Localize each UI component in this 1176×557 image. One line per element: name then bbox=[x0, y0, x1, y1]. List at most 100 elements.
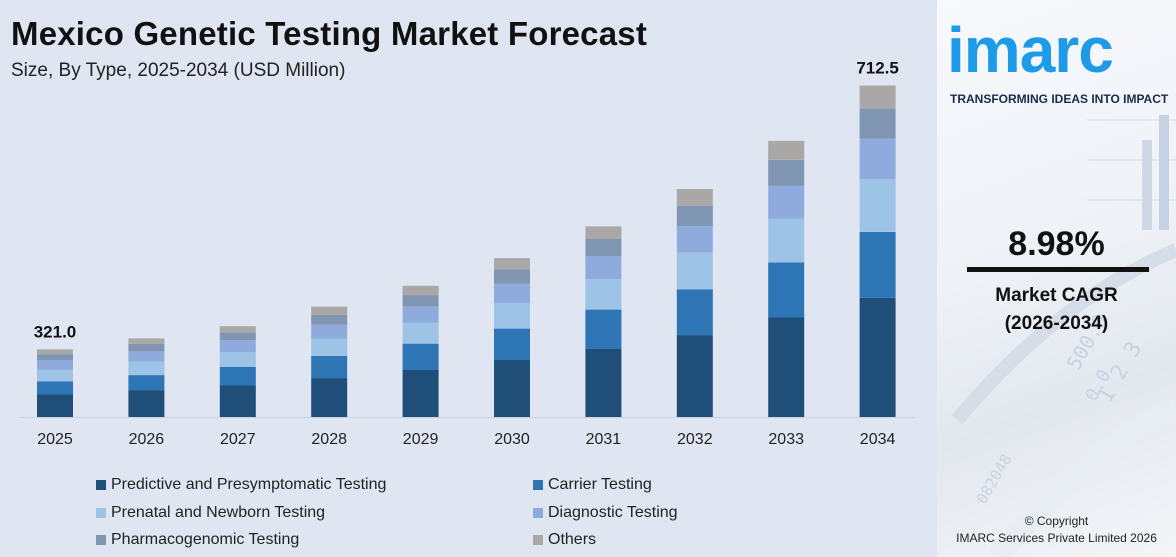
bar-segment bbox=[37, 349, 73, 355]
bar-segment bbox=[859, 178, 896, 232]
bar-segment bbox=[585, 349, 622, 417]
bar-segment bbox=[219, 352, 256, 367]
x-tick-label: 2028 bbox=[311, 431, 347, 448]
legend-item: Diagnostic Testing bbox=[533, 504, 678, 522]
bar-segment bbox=[128, 390, 165, 417]
bar-segment bbox=[768, 159, 805, 186]
bar-segment bbox=[402, 322, 439, 344]
info-sidebar: 500.0 1 2 3 082048 0.0 imarc TRANSFORMIN… bbox=[937, 0, 1176, 557]
legend-swatch bbox=[96, 535, 106, 545]
bar-segment bbox=[37, 394, 73, 417]
bar-segment bbox=[859, 297, 896, 417]
x-tick-label: 2026 bbox=[129, 431, 165, 448]
bar-segment bbox=[128, 361, 165, 376]
x-tick-label: 2029 bbox=[403, 431, 439, 448]
bar-segment bbox=[37, 381, 73, 395]
cagr-period: (2026-2034) bbox=[1004, 313, 1109, 334]
bar-segment bbox=[402, 285, 439, 296]
legend-label: Diagnostic Testing bbox=[548, 503, 678, 521]
bar-segment bbox=[494, 269, 530, 284]
legend-swatch bbox=[96, 507, 106, 518]
bar-segment bbox=[402, 306, 439, 323]
bar-segment bbox=[128, 351, 165, 362]
cagr-label: Market CAGR bbox=[995, 285, 1118, 306]
bar-segment bbox=[859, 138, 896, 179]
x-tick-label: 2033 bbox=[768, 431, 804, 448]
bar-segment bbox=[219, 385, 256, 417]
chart-subtitle: Size, By Type, 2025-2034 (USD Million) bbox=[11, 60, 346, 81]
bar-segment bbox=[768, 218, 805, 263]
x-tick-label: 2034 bbox=[860, 431, 896, 448]
bar-segment bbox=[676, 289, 713, 335]
x-tick-label: 2030 bbox=[494, 431, 530, 448]
bar-segment bbox=[128, 338, 165, 344]
decorative-bar bbox=[1142, 140, 1152, 230]
cagr-value: 8.98% bbox=[1008, 225, 1105, 263]
chart-panel: Mexico Genetic Testing Market Forecast S… bbox=[11, 15, 915, 556]
chart-title: Mexico Genetic Testing Market Forecast bbox=[11, 15, 648, 52]
bar-segment bbox=[402, 370, 439, 417]
bar-segment bbox=[676, 189, 713, 206]
legend-label: Others bbox=[548, 531, 597, 548]
decorative-background bbox=[951, 115, 1176, 557]
bar-segment bbox=[676, 252, 713, 290]
bar-segment bbox=[219, 366, 256, 386]
x-tick-label: 2025 bbox=[37, 431, 73, 448]
chart-legend: Predictive and Presymptomatic Testing Car… bbox=[96, 476, 796, 556]
bar-segment bbox=[311, 378, 348, 417]
bar-segment bbox=[585, 256, 622, 280]
total-data-label: 321.0 bbox=[34, 322, 77, 341]
bar-segment bbox=[128, 343, 165, 352]
x-tick-label: 2027 bbox=[220, 431, 256, 448]
bar-segment bbox=[311, 338, 348, 356]
bar-segment bbox=[859, 85, 896, 109]
legend-item: Others bbox=[533, 531, 596, 549]
x-tick-label: 2032 bbox=[677, 431, 713, 448]
copyright-text: © Copyright bbox=[1024, 514, 1089, 528]
stacked-bar-chart: 2025 2026 2027 2028 2029 2030 2031 2032 2033 2034… bbox=[20, 58, 915, 448]
bar-segment bbox=[219, 326, 256, 333]
legend-item: Pharmacogenomic Testing bbox=[96, 531, 299, 549]
bar-segment bbox=[311, 355, 348, 379]
bar-segment bbox=[128, 375, 165, 391]
legend-item: Prenatal and Newborn Testing bbox=[96, 504, 325, 522]
legend-label: Prenatal and Newborn Testing bbox=[111, 503, 326, 521]
imarc-logo: imarc bbox=[947, 14, 1114, 86]
legend-swatch bbox=[533, 480, 543, 490]
bar-segment bbox=[494, 360, 530, 417]
bar-segment bbox=[402, 295, 439, 307]
legend-swatch bbox=[533, 507, 543, 518]
bar-segment bbox=[494, 258, 530, 270]
bar-segment bbox=[37, 354, 73, 361]
decorative-bar bbox=[1159, 115, 1169, 230]
company-name: IMARC Services Private Limited 2026 bbox=[956, 531, 1157, 545]
bar-segment bbox=[311, 324, 348, 339]
bar-segment bbox=[859, 108, 896, 139]
bar-segment bbox=[311, 306, 348, 315]
bar-segment bbox=[585, 226, 622, 239]
x-tick-label: 2031 bbox=[586, 431, 622, 448]
bar-segment bbox=[768, 317, 805, 417]
legend-item: Predictive and Presymptomatic Testing bbox=[96, 476, 386, 494]
bar-segment bbox=[494, 302, 530, 329]
bar-segment bbox=[585, 279, 622, 310]
bar-segment bbox=[768, 262, 805, 318]
legend-label: Pharmacogenomic Testing bbox=[111, 531, 300, 548]
bar-segment bbox=[676, 226, 713, 253]
bar-segment bbox=[219, 332, 256, 341]
bar-segment bbox=[768, 185, 805, 219]
bar-segment bbox=[37, 369, 73, 382]
bar-segment bbox=[37, 360, 73, 370]
bar-segment bbox=[676, 205, 713, 226]
total-data-label: 712.5 bbox=[856, 58, 899, 77]
bar-segment bbox=[768, 140, 805, 160]
bar-segment bbox=[859, 232, 896, 298]
bar-segment bbox=[585, 309, 622, 350]
legend-swatch bbox=[96, 480, 106, 490]
bar-segment bbox=[219, 340, 256, 353]
decorative-curve bbox=[951, 243, 1176, 425]
legend-label: Predictive and Presymptomatic Testing bbox=[111, 476, 387, 493]
decorative-curve bbox=[988, 399, 1176, 557]
bar-segment bbox=[676, 335, 713, 417]
legend-label: Carrier Testing bbox=[548, 476, 652, 493]
